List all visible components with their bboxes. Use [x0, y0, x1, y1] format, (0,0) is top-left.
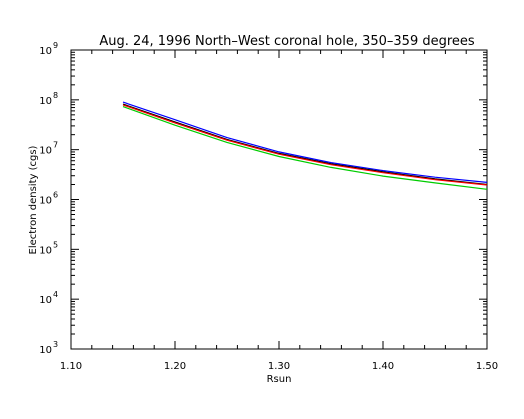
series-line-3 [122, 104, 488, 186]
series-line-4 [122, 106, 488, 190]
y-tick-label: 109 [39, 41, 58, 57]
y-tick-label: 103 [39, 340, 58, 356]
y-tick-exponent: 5 [53, 240, 58, 249]
x-tick-label: 1.30 [268, 361, 290, 372]
x-tick-label: 1.40 [372, 361, 394, 372]
x-tick-labels: 1.10 1.20 1.30 1.40 1.50 [60, 361, 498, 372]
y-tick-label: 106 [39, 191, 58, 207]
tick-marks [70, 49, 488, 350]
series-line-1 [122, 101, 488, 183]
y-tick-label: 104 [39, 290, 58, 306]
y-tick-base: 10 [39, 245, 52, 256]
y-tick-base: 10 [39, 295, 52, 306]
y-tick-exponent: 7 [53, 141, 58, 150]
x-tick-label: 1.10 [60, 361, 82, 372]
y-tick-exponent: 6 [53, 191, 58, 200]
y-tick-exponent: 8 [53, 91, 58, 100]
y-tick-base: 10 [39, 96, 52, 107]
chart-title: Aug. 24, 1996 North–West coronal hole, 3… [99, 34, 475, 49]
y-tick-base: 10 [39, 146, 52, 157]
plot-frame [70, 49, 488, 350]
y-tick-base: 10 [39, 196, 52, 207]
y-tick-base: 10 [39, 345, 52, 356]
series-line-2 [122, 103, 488, 186]
data-lines [122, 101, 488, 190]
y-tick-exponent: 9 [53, 41, 58, 50]
y-tick-exponent: 3 [53, 340, 58, 349]
y-tick-label: 107 [39, 141, 58, 157]
y-tick-exponent: 4 [53, 290, 58, 299]
y-tick-base: 10 [39, 46, 52, 57]
y-tick-label: 105 [39, 240, 58, 256]
x-tick-label: 1.50 [476, 361, 498, 372]
x-tick-label: 1.20 [164, 361, 186, 372]
y-axis-label: Electron density (cgs) [28, 145, 39, 254]
x-axis-label: Rsun [267, 374, 292, 385]
y-tick-label: 108 [39, 91, 58, 107]
